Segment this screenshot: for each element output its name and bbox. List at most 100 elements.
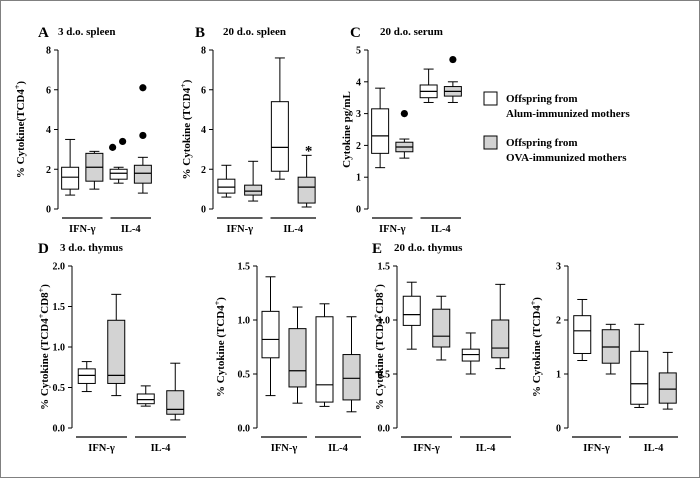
box-iqr [573, 315, 592, 354]
box-ova [432, 295, 451, 361]
y-axis-label: % Cytokine(TCD4+) [13, 81, 28, 178]
outlier-point [400, 110, 408, 118]
y-tick-label: 6 [46, 85, 51, 96]
chart-panel-4: 0.0 0.5 1.0 1.5 % Cytokine (TCD4+) IFN-γ IL-4 [213, 262, 361, 454]
box-ova [166, 362, 185, 421]
box-ova [107, 293, 126, 397]
box-ova [491, 283, 510, 370]
y-tick-label: 0 [46, 205, 51, 216]
box-iqr [315, 316, 334, 403]
panel-title: 20 d.o. spleen [223, 26, 286, 38]
group-label: IL-4 [476, 443, 497, 454]
group-label: IL-4 [121, 224, 142, 235]
legend-label-line2: Alum-immunized mothers [506, 108, 630, 120]
y-tick-label: 4 [201, 125, 206, 136]
panel-letter: A [38, 25, 49, 41]
box-ova [288, 306, 307, 404]
y-axis-label: % Cytokine (TCD4+) [179, 79, 194, 179]
outlier-point [109, 143, 117, 151]
outlier-point [139, 131, 147, 140]
box-alum [315, 303, 334, 407]
y-axis-label: % Cytokine (TCD4+) [529, 297, 544, 397]
box-iqr [630, 350, 649, 405]
box-iqr [402, 295, 421, 326]
outlier-point [139, 84, 147, 92]
y-tick-label: 0.5 [378, 370, 391, 381]
y-tick-label: 0 [356, 205, 361, 216]
chart-panel-2: C 20 d.o. serum 0 1 2 3 4 5 Cytokine pg/mL IFN-γ I… [341, 25, 462, 235]
box-ova [85, 150, 104, 190]
box-ova [658, 351, 677, 410]
box-iqr [658, 372, 677, 404]
box-ova [297, 154, 316, 208]
box-iqr [166, 390, 185, 415]
legend-label-line2: OVA-immunized mothers [506, 152, 627, 164]
box-ova [244, 160, 263, 202]
box-alum [136, 385, 155, 407]
box-iqr [109, 168, 128, 180]
box-alum [419, 68, 438, 103]
box-iqr [432, 308, 451, 348]
box-iqr [217, 178, 236, 194]
box-ova [443, 55, 462, 103]
y-tick-label: 3 [556, 262, 561, 273]
box-alum [270, 57, 289, 180]
panels: A 3 d.o. spleen 0 2 4 6 8 % Cytokine(TCD4+) IFN-… [13, 25, 678, 454]
y-tick-label: 1.0 [53, 343, 66, 354]
group-label: IFN-γ [583, 443, 610, 454]
box-alum [630, 323, 649, 408]
y-tick-label: 0.0 [378, 424, 391, 435]
y-tick-label: 6 [201, 85, 206, 96]
box-iqr [288, 328, 307, 388]
panel-title: 20 d.o. thymus [394, 242, 463, 254]
y-tick-label: 2.0 [53, 262, 66, 273]
outlier-point [449, 55, 457, 64]
panel-letter: B [195, 25, 205, 41]
group-label: IFN-γ [69, 224, 96, 235]
y-tick-label: 5 [356, 46, 361, 57]
box-iqr [261, 310, 280, 359]
y-tick-label: 2 [356, 141, 361, 152]
group-label: IL-4 [431, 224, 452, 235]
y-tick-label: 8 [201, 46, 206, 57]
y-tick-label: 2 [556, 316, 561, 327]
group-label: IFN-γ [379, 224, 406, 235]
group-label: IFN-γ [271, 443, 298, 454]
y-tick-label: 0 [201, 205, 206, 216]
y-tick-label: 1.0 [238, 316, 251, 327]
legend-entry-ova: Offspring from OVA-immunized mothers [483, 135, 627, 164]
panel-letter: E [372, 241, 382, 257]
panel-title: 3 d.o. spleen [58, 26, 115, 38]
group-label: IL-4 [644, 443, 665, 454]
box-ova [601, 323, 620, 375]
chart-panel-5: E 20 d.o. thymus 0.0 0.5 1.0 1.5 % Cytokine (T… [372, 241, 511, 454]
y-tick-label: 1.0 [378, 316, 391, 327]
legend-label-line1: Offspring from [506, 93, 578, 105]
box-alum [371, 87, 390, 169]
significance-mark: * [305, 143, 313, 159]
box-alum [461, 332, 480, 375]
box-iqr [244, 184, 263, 196]
box-ova [395, 110, 414, 159]
box-alum [573, 298, 592, 361]
y-tick-label: 4 [356, 77, 361, 88]
group-label: IFN-γ [413, 443, 440, 454]
y-tick-label: 1.5 [53, 302, 66, 313]
box-iqr [342, 354, 361, 401]
box-iqr [133, 164, 152, 184]
y-tick-label: 1 [356, 173, 361, 184]
box-alum [217, 164, 236, 198]
legend-entry-alum: Offspring from Alum-immunized mothers [483, 91, 630, 120]
box-alum [109, 137, 128, 184]
panel-letter: D [38, 241, 49, 257]
legend-label-line1: Offspring from [506, 137, 578, 149]
group-label: IL-4 [328, 443, 349, 454]
chart-panel-6: 0 1 2 3 % Cytokine (TCD4+) IFN-γ IL-4 [529, 262, 678, 454]
box-ova [342, 316, 361, 413]
y-tick-label: 3 [356, 109, 361, 120]
y-tick-label: 8 [46, 46, 51, 57]
y-tick-label: 1 [556, 370, 561, 381]
group-label: IL-4 [283, 224, 304, 235]
